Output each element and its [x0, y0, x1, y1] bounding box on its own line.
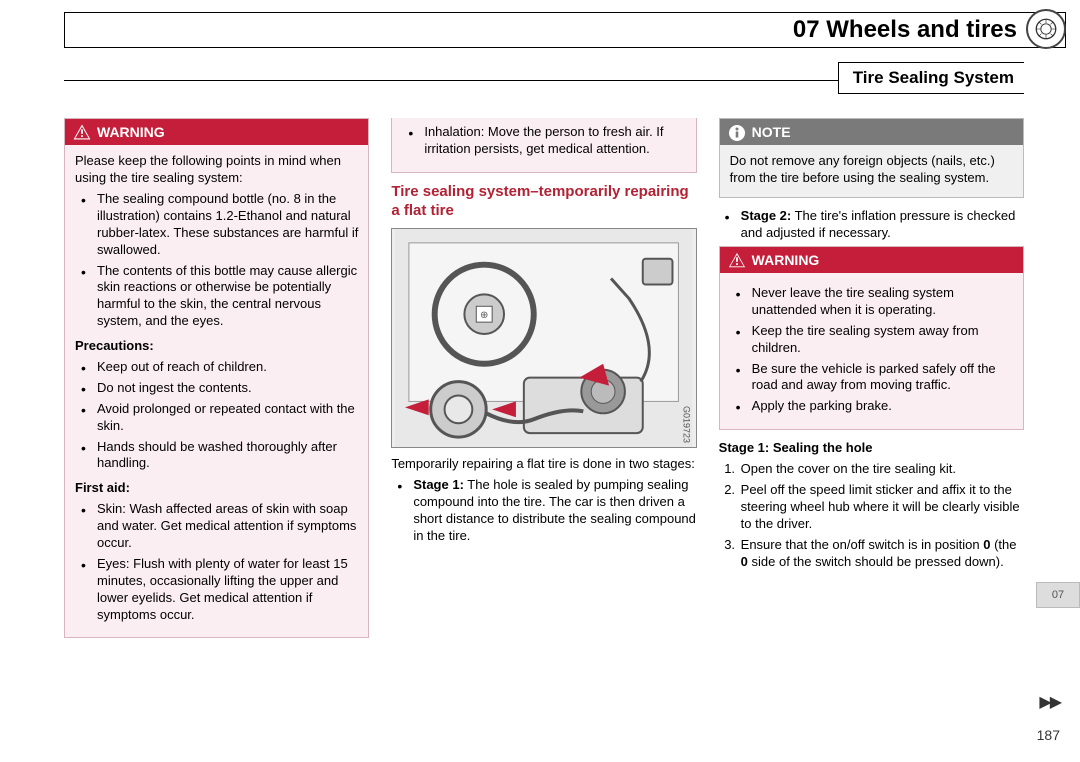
precautions-label: Precautions: [75, 338, 358, 355]
list-item: The sealing compound bottle (no. 8 in th… [79, 191, 358, 259]
columns: WARNING Please keep the following points… [64, 118, 1024, 672]
list-item: Keep the tire sealing system away from c… [734, 323, 1013, 357]
stage2-label: Stage 2: [741, 208, 792, 223]
column-3: NOTE Do not remove any foreign objects (… [719, 118, 1024, 672]
list-item: Eyes: Flush with plenty of water for lea… [79, 556, 358, 624]
step-item: Ensure that the on/off switch is in posi… [739, 537, 1024, 571]
list-item: Avoid prolonged or repeated contact with… [79, 401, 358, 435]
list-item: Be sure the vehicle is parked safely off… [734, 361, 1013, 395]
firstaid-list: Skin: Wash affected areas of skin with s… [75, 501, 358, 623]
warning-triangle-icon [728, 252, 746, 268]
list-item: Keep out of reach of children. [79, 359, 358, 376]
note-label: NOTE [752, 123, 791, 141]
carryover-list: Inhalation: Move the person to fresh air… [402, 124, 685, 158]
stage1-list: Stage 1: The hole is sealed by pumping s… [391, 477, 696, 545]
warning-box-1: WARNING Please keep the following points… [64, 118, 369, 638]
list-item: Apply the parking brake. [734, 398, 1013, 415]
caption: Temporarily repairing a flat tire is don… [391, 456, 696, 473]
stage2-list: Stage 2: The tire's inflation pressure i… [719, 208, 1024, 242]
illustration-figure: ⊕ G0197 [391, 228, 696, 448]
step-item: Peel off the speed limit sticker and aff… [739, 482, 1024, 533]
list-item: Stage 1: The hole is sealed by pumping s… [395, 477, 696, 545]
list-item: Skin: Wash affected areas of skin with s… [79, 501, 358, 552]
warning-header: WARNING [720, 247, 1023, 273]
warning-triangle-icon [73, 124, 91, 140]
list-item: Inhalation: Move the person to fresh air… [406, 124, 685, 158]
warning-label: WARNING [752, 251, 820, 269]
warning-label: WARNING [97, 123, 165, 141]
continue-arrows-icon: ▶▶ [1039, 693, 1060, 714]
note-header: NOTE [720, 119, 1023, 145]
list-item: The contents of this bottle may cause al… [79, 263, 358, 331]
carryover-body: Inhalation: Move the person to fresh air… [392, 118, 695, 172]
warning2-list: Never leave the tire sealing system unat… [730, 285, 1013, 415]
note-body: Do not remove any foreign objects (nails… [720, 145, 1023, 197]
firstaid-label: First aid: [75, 480, 358, 497]
note-text: Do not remove any foreign objects (nails… [730, 153, 1013, 187]
manual-page: 07 Wheels and tires Tire Sealing System [0, 0, 1080, 762]
warning-box-2: WARNING Never leave the tire sealing sys… [719, 246, 1024, 430]
warning-intro: Please keep the following points in mind… [75, 153, 358, 187]
warning-list-a: The sealing compound bottle (no. 8 in th… [75, 191, 358, 330]
info-icon [728, 124, 746, 140]
steps-list: Open the cover on the tire sealing kit. … [719, 461, 1024, 570]
list-item: Never leave the tire sealing system unat… [734, 285, 1013, 319]
warning-box-carryover: Inhalation: Move the person to fresh air… [391, 118, 696, 173]
step-item: Open the cover on the tire sealing kit. [739, 461, 1024, 478]
chapter-bar: 07 Wheels and tires [64, 12, 1066, 48]
section-title-box: Tire Sealing System [838, 62, 1024, 94]
list-item: Hands should be washed thoroughly after … [79, 439, 358, 473]
column-2: Inhalation: Move the person to fresh air… [391, 118, 696, 672]
svg-text:⊕: ⊕ [480, 310, 488, 321]
tire-icon [1026, 9, 1066, 49]
chapter-title: 07 Wheels and tires [793, 14, 1017, 45]
section-title: Tire Sealing System [853, 68, 1024, 87]
warning-body-2: Never leave the tire sealing system unat… [720, 273, 1023, 429]
warning-body: Please keep the following points in mind… [65, 145, 368, 637]
stage1-label: Stage 1: [413, 477, 464, 492]
column-1: WARNING Please keep the following points… [64, 118, 369, 672]
precautions-list: Keep out of reach of children. Do not in… [75, 359, 358, 472]
page-number: 187 [1037, 726, 1060, 744]
list-item: Stage 2: The tire's inflation pressure i… [723, 208, 1024, 242]
warning-header: WARNING [65, 119, 368, 145]
stage1-heading: Stage 1: Sealing the hole [719, 440, 1024, 457]
list-item: Do not ingest the contents. [79, 380, 358, 397]
note-box: NOTE Do not remove any foreign objects (… [719, 118, 1024, 198]
chapter-side-tab: 07 [1036, 582, 1080, 608]
subsection-heading: Tire sealing system–temporarily repairin… [391, 183, 696, 221]
figure-code: G019723 [680, 406, 692, 443]
